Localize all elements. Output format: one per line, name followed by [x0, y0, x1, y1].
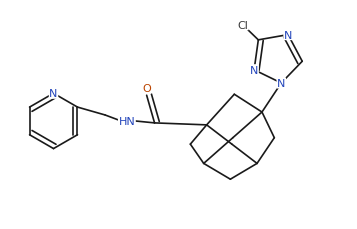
Text: N: N — [250, 65, 258, 75]
Text: Cl: Cl — [237, 21, 248, 31]
Text: N: N — [49, 89, 58, 99]
Text: HN: HN — [119, 116, 135, 126]
Text: N: N — [277, 79, 286, 89]
Text: N: N — [284, 30, 292, 41]
Text: O: O — [142, 84, 151, 94]
